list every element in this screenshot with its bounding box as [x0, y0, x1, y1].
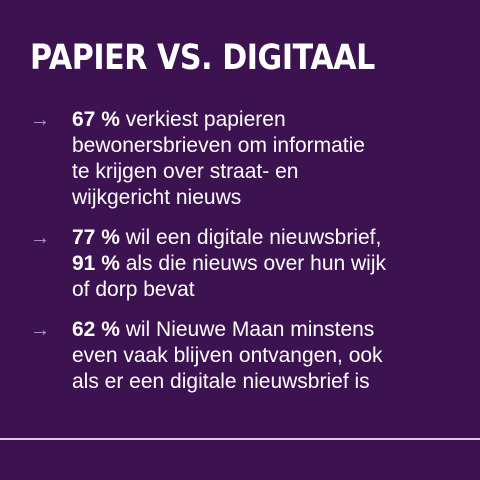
stat-description: als die nieuws over hun wijk of dorp bev… [72, 252, 387, 301]
stat-description: wil een digitale nieuwsbrief, [125, 226, 382, 249]
stat-description: wil Nieuwe Maan minstens even vaak blijv… [72, 318, 383, 393]
stat-item-3: → 62 % wil Nieuwe Maan minstens even vaa… [30, 317, 450, 395]
stat-text: 77 % wil een digitale nieuwsbrief, 91 % … [72, 225, 450, 303]
arrow-right-icon: → [30, 319, 50, 341]
stat-item-1: → 67 % verkiest papieren bewonersbrieven… [30, 107, 450, 211]
stat-percentage: 77 % [72, 226, 120, 249]
page-title: PAPIER VS. DIGITAAL [30, 38, 375, 78]
stat-percentage: 91 % [72, 252, 120, 275]
bottom-divider [0, 438, 480, 440]
stats-list: → 67 % verkiest papieren bewonersbrieven… [30, 107, 450, 409]
stat-percentage: 62 % [72, 318, 120, 341]
stat-text: 67 % verkiest papieren bewonersbrieven o… [72, 107, 450, 211]
stat-item-2: → 77 % wil een digitale nieuwsbrief, 91 … [30, 225, 450, 303]
stat-text: 62 % wil Nieuwe Maan minstens even vaak … [72, 317, 450, 395]
arrow-right-icon: → [30, 109, 50, 131]
stat-description: verkiest papieren bewonersbrieven om inf… [72, 108, 365, 209]
arrow-right-icon: → [30, 227, 50, 249]
stat-percentage: 67 % [72, 108, 120, 131]
